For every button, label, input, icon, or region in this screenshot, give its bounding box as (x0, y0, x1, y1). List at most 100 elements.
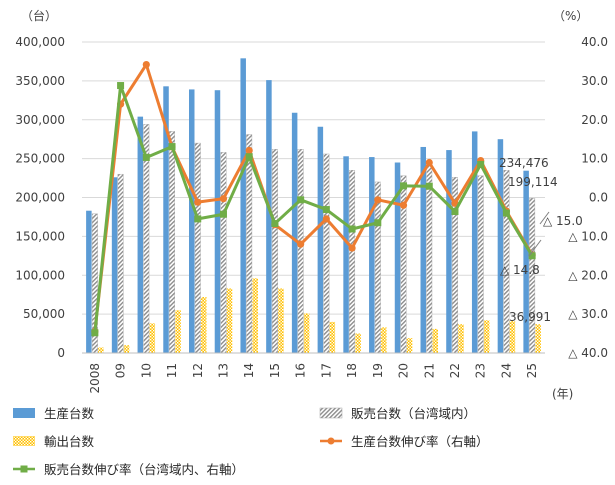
bar-export (201, 297, 207, 353)
left-axis-tick-label: 150,000 (15, 229, 65, 243)
bar-sales (246, 134, 253, 354)
bar-export (303, 313, 310, 353)
bar-sales (323, 153, 330, 354)
point-production-growth (297, 240, 305, 248)
annotation-production-growth-2025: △ 14.8 (500, 263, 540, 277)
bar-export (226, 288, 233, 353)
bar-sales (169, 131, 175, 354)
bar-sales (426, 165, 433, 354)
x-axis-tick-label: 19 (371, 363, 385, 378)
line-sales-growth (93, 84, 534, 333)
bar-production (369, 157, 375, 353)
line-series (91, 60, 536, 337)
x-axis-tick-label: 22 (448, 363, 462, 378)
left-axis-unit: （台） (21, 8, 57, 23)
bar-production (343, 156, 349, 353)
point-sales-growth (451, 207, 459, 215)
bar-production (214, 90, 221, 353)
point-production-growth (399, 201, 408, 209)
annotation-sales-2025: 199,114 (508, 175, 558, 189)
bar-production (420, 146, 426, 353)
bar-export (149, 323, 156, 353)
right-axis-tick-label: 40.0 (581, 35, 608, 49)
x-axis-ticks: 2008 09 10 11 12 13 14 15 16 17 18 19 20 21 22 23 24 25 (88, 363, 539, 394)
left-axis-tick-label: 400,000 (15, 35, 65, 49)
point-sales-growth (477, 160, 485, 168)
left-axis-tick-label: 250,000 (15, 152, 65, 166)
bar-production (266, 80, 272, 353)
right-axis-tick-label: 0.0 (589, 191, 608, 205)
x-axis-tick-label: 12 (191, 363, 205, 378)
left-axis-ticks: 0 50,000 100,000 150,000 200,000 250,000 300,0… (15, 35, 65, 360)
bar-export (123, 345, 130, 353)
bar-production (189, 89, 195, 354)
point-sales-growth (374, 219, 382, 227)
right-axis-tick-label: △ 10.0 (568, 229, 608, 243)
right-axis-tick-label: △ 20.0 (568, 268, 608, 282)
bar-production (137, 116, 144, 353)
legend-swatch-export (13, 436, 35, 446)
right-axis-tick-label: 30.0 (581, 74, 608, 88)
bar-sales (220, 152, 227, 354)
x-axis-tick-label: 14 (242, 363, 256, 378)
bar-production (291, 112, 298, 353)
x-axis-tick-label: 24 (499, 363, 513, 378)
left-axis-tick-label: 350,000 (15, 74, 65, 88)
left-axis-tick-label: 0 (57, 346, 65, 360)
bar-export (432, 328, 438, 353)
left-axis-tick-label: 50,000 (23, 307, 65, 321)
legend-marker-production-growth (327, 437, 335, 445)
bar-production (471, 131, 478, 353)
point-sales-growth (117, 82, 125, 90)
point-sales-growth (425, 182, 433, 190)
gridlines (82, 41, 545, 354)
bar-export (278, 288, 284, 353)
x-axis-tick-label: 13 (216, 363, 230, 378)
bar-sales (194, 142, 201, 354)
bar-export (252, 278, 258, 353)
point-sales-growth (168, 143, 176, 151)
bar-sales (297, 149, 304, 354)
bar-production (446, 150, 452, 353)
right-axis-tick-label: 20.0 (581, 113, 608, 127)
bar-sales (503, 170, 510, 354)
bar-production (523, 170, 529, 353)
legend-label-sales-growth: 販売台数伸び率（台湾域内、右軸） (44, 462, 244, 477)
point-sales-growth (502, 209, 510, 217)
point-sales-growth (322, 206, 330, 214)
point-production-growth (142, 60, 150, 69)
right-axis-ticks: 40.0 30.0 20.0 10.0 0.0 △ 10.0 △ 20.0 △ 30.0 △ 4… (568, 35, 608, 360)
bar-export (355, 333, 361, 353)
annotation-leader-14-8 (528, 239, 542, 257)
point-sales-growth (91, 329, 99, 337)
annotation-leader-15 (539, 211, 550, 225)
legend-item-production-growth: 生産台数伸び率（右軸） (320, 434, 489, 449)
bar-export (98, 347, 104, 353)
bar-export (329, 321, 336, 353)
bar-sales (374, 181, 381, 354)
point-sales-growth (245, 153, 253, 161)
annotation-sales-growth-2025: △ 15.0 (543, 214, 583, 228)
point-production-growth (374, 196, 382, 204)
bar-production (317, 126, 324, 353)
legend-swatch-sales (319, 407, 343, 419)
bar-series (82, 58, 545, 354)
bar-export (458, 324, 464, 353)
right-axis-tick-label: △ 30.0 (568, 307, 608, 321)
bar-sales (349, 170, 356, 354)
point-production-growth (348, 244, 356, 252)
point-sales-growth (219, 210, 227, 218)
point-production-growth (245, 146, 253, 155)
left-axis-tick-label: 300,000 (15, 113, 65, 127)
annotation-export-2025: 36,991 (509, 310, 551, 324)
bar-production (240, 58, 246, 353)
legend-label-production: 生産台数 (44, 406, 95, 421)
annotation-production-2025: 234,476 (499, 156, 549, 170)
bar-production (497, 139, 504, 353)
bar-export (381, 327, 387, 353)
bar-sales (477, 175, 484, 354)
right-axis-unit: （%） (553, 9, 588, 23)
bar-export (483, 320, 490, 353)
point-sales-growth (194, 215, 202, 223)
x-axis-unit: (年) (552, 387, 573, 401)
